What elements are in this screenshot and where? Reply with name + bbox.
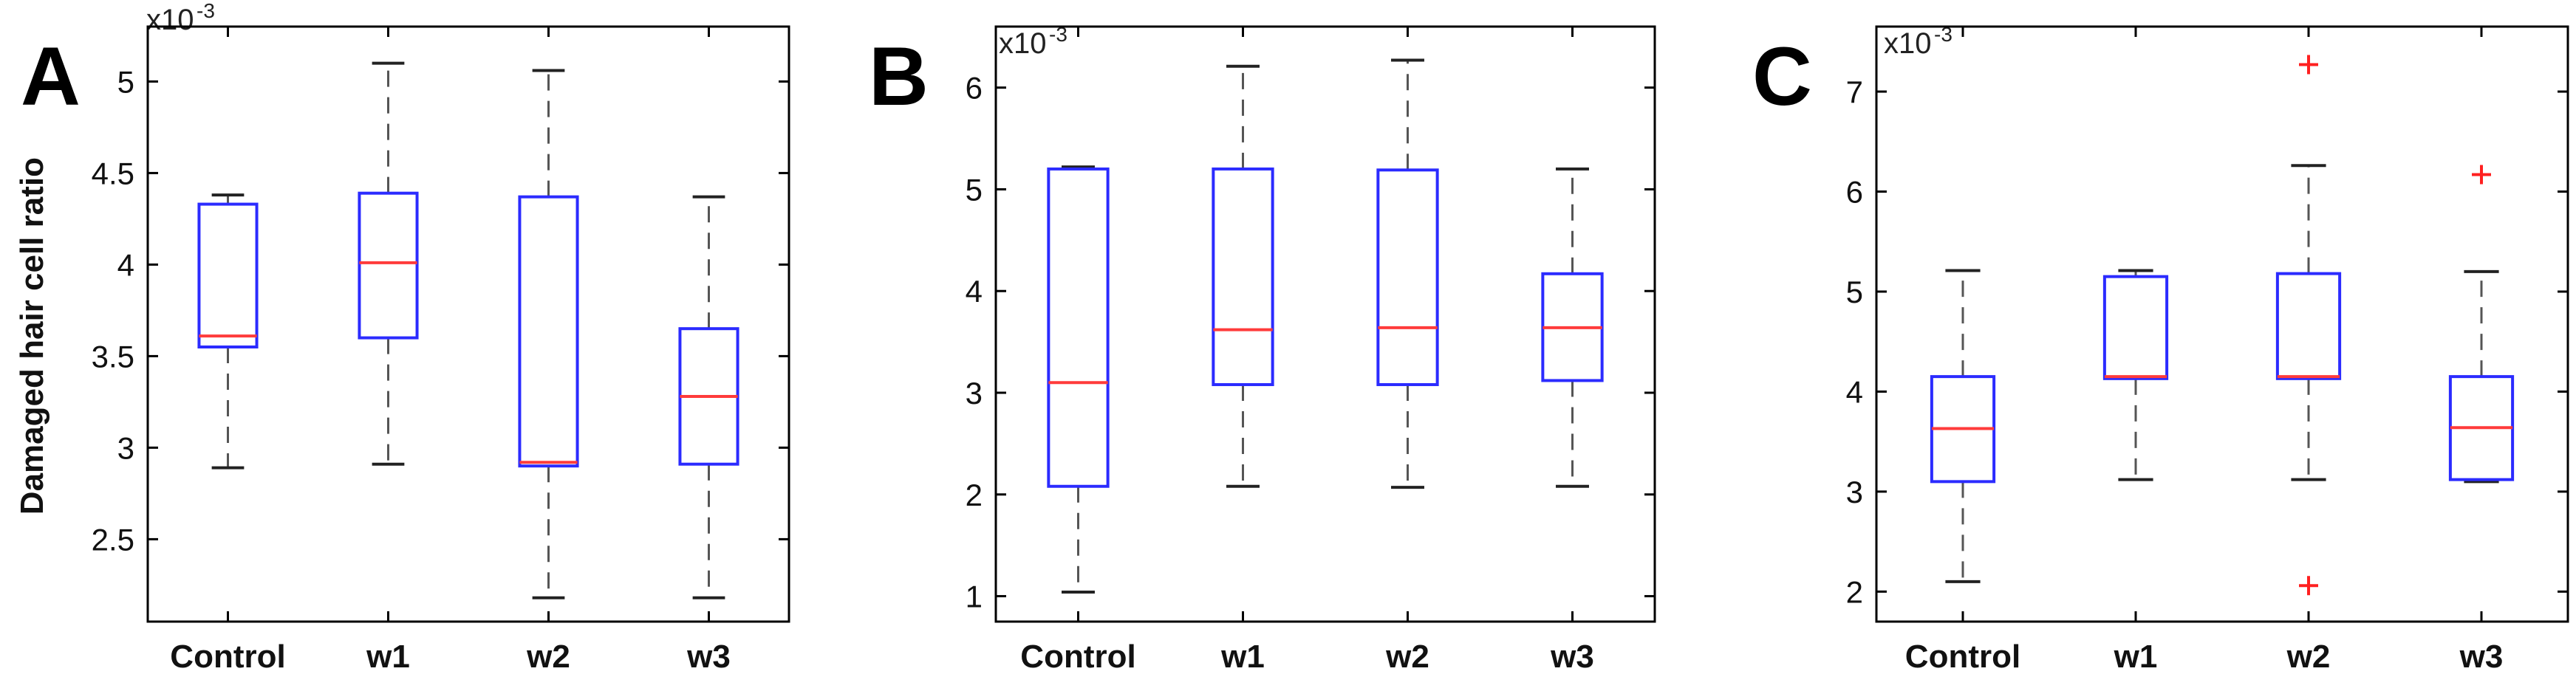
x-category-label: w1 xyxy=(1220,639,1265,675)
y-tick-label: 4.5 xyxy=(92,156,134,190)
box-w2 xyxy=(2275,55,2342,596)
plot-frame xyxy=(994,25,1656,623)
box-w2 xyxy=(518,69,579,599)
box-w2 xyxy=(1376,58,1439,489)
y-tick-label: 4 xyxy=(117,247,134,282)
panel-letter: A xyxy=(21,30,81,123)
plot-frame xyxy=(146,25,790,623)
box-w1 xyxy=(2102,269,2169,481)
axis-exponent-power: -3 xyxy=(197,0,215,22)
x-category-label: w3 xyxy=(2459,639,2504,675)
box-control xyxy=(1930,269,1996,583)
outlier-marker xyxy=(2299,576,2318,596)
axis-exponent: x10 xyxy=(999,27,1047,60)
outlier-marker xyxy=(2472,165,2491,185)
y-axis-label: Damaged hair cell ratio xyxy=(14,157,50,515)
y-tick-label: 2 xyxy=(1846,574,1863,609)
y-tick-label: 6 xyxy=(966,71,983,106)
y-tick-label: 7 xyxy=(1846,75,1863,109)
box-control xyxy=(197,193,259,470)
x-category-label: w2 xyxy=(526,639,570,675)
panel-letter: B xyxy=(869,30,929,123)
y-tick-label: 3 xyxy=(966,376,983,410)
box-w1 xyxy=(358,61,419,466)
y-tick-label: 2.5 xyxy=(92,522,134,557)
outlier-marker xyxy=(2299,55,2318,75)
axis-exponent: x10 xyxy=(146,4,194,36)
iqr-box xyxy=(518,195,579,468)
box-w3 xyxy=(1541,167,1604,488)
iqr-box xyxy=(2102,275,2169,380)
iqr-box xyxy=(1376,168,1439,386)
x-category-label: Control xyxy=(1020,639,1135,675)
y-tick-label: 4 xyxy=(1846,374,1863,409)
iqr-box xyxy=(197,202,259,348)
y-tick-label: 3 xyxy=(117,430,134,465)
y-tick-label: 5 xyxy=(117,64,134,99)
panel-letter: C xyxy=(1752,30,1812,123)
x-category-label: Control xyxy=(1905,639,2020,675)
y-tick-label: 6 xyxy=(1846,175,1863,210)
iqr-box xyxy=(2275,272,2342,380)
box-control xyxy=(1047,165,1110,594)
x-category-label: w2 xyxy=(2286,639,2331,675)
plot-frame xyxy=(1875,25,2569,623)
box-w3 xyxy=(2448,165,2515,484)
y-tick-label: 4 xyxy=(966,274,983,309)
x-category-label: w2 xyxy=(1385,639,1429,675)
y-tick-label: 1 xyxy=(966,580,983,614)
x-category-label: w3 xyxy=(686,639,731,675)
x-category-label: w3 xyxy=(1550,639,1594,675)
box-w1 xyxy=(1212,64,1274,488)
x-category-label: Control xyxy=(170,639,285,675)
axis-exponent: x10 xyxy=(1884,27,1932,60)
x-category-label: w1 xyxy=(366,639,410,675)
y-tick-label: 3 xyxy=(1846,475,1863,509)
box-w3 xyxy=(678,195,739,599)
iqr-box xyxy=(358,191,419,340)
x-category-label: w1 xyxy=(2114,639,2158,675)
y-tick-label: 5 xyxy=(1846,275,1863,309)
y-tick-label: 2 xyxy=(966,478,983,512)
y-tick-label: 5 xyxy=(966,172,983,207)
iqr-box xyxy=(1047,167,1110,488)
iqr-box xyxy=(1212,167,1274,386)
y-tick-label: 3.5 xyxy=(92,339,134,374)
